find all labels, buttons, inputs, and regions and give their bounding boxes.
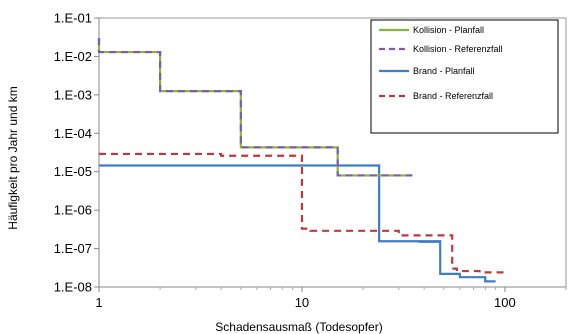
y-tick-label: 1.E-07 bbox=[54, 241, 92, 256]
y-tick-label: 1.E-01 bbox=[54, 11, 92, 26]
series-line-2 bbox=[99, 164, 496, 283]
series-line-1 bbox=[97, 38, 413, 177]
x-tick-label: 100 bbox=[494, 295, 516, 310]
x-tick-label: 1 bbox=[95, 295, 102, 310]
legend-label-3: Brand - Referenzfall bbox=[413, 91, 493, 101]
x-axis-ticks: 1 10 100 bbox=[95, 287, 567, 310]
y-axis-label: Häufigkeit pro Jahr und km bbox=[6, 86, 20, 229]
y-tick-label: 1.E-03 bbox=[54, 87, 92, 102]
legend-label-2: Brand - Planfall bbox=[413, 66, 475, 76]
series-line-2-extra bbox=[418, 240, 441, 243]
legend-box bbox=[370, 19, 559, 134]
y-tick-label: 1.E-04 bbox=[54, 126, 92, 141]
y-tick-label: 1.E-02 bbox=[54, 49, 92, 64]
y-tick-label: 1.E-08 bbox=[54, 280, 92, 295]
y-tick-label: 1.E-06 bbox=[54, 203, 92, 218]
legend: Kollision - Planfall Kollision - Referenz… bbox=[370, 19, 559, 134]
y-axis-ticks: 1.E-01 1.E-02 1.E-03 1.E-04 1.E-05 1.E-06 1.E-… bbox=[54, 11, 99, 295]
series-layer bbox=[97, 38, 505, 283]
legend-label-1: Kollision - Referenzfall bbox=[413, 44, 503, 54]
x-tick-label: 10 bbox=[295, 295, 309, 310]
legend-label-0: Kollision - Planfall bbox=[413, 25, 484, 35]
x-axis-label: Schadensausmaß (Todesopfer) bbox=[215, 320, 382, 334]
series-line-3 bbox=[99, 152, 505, 274]
y-tick-label: 1.E-05 bbox=[54, 164, 92, 179]
